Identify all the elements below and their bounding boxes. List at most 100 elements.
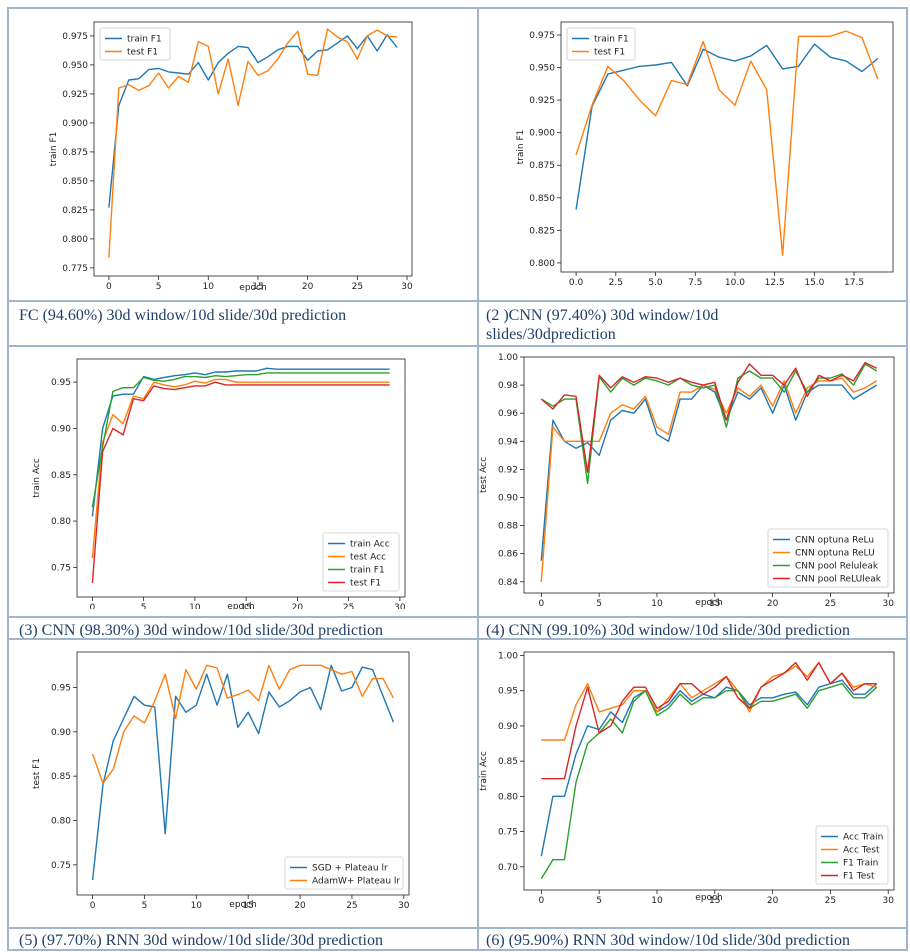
x-tick-label: 5 bbox=[156, 282, 162, 292]
legend-label: train Acc bbox=[350, 540, 390, 550]
grid-divider-h5 bbox=[9, 927, 906, 929]
chart-2-cnn: 0.0 2.5 5.0 7.5 10.0 12.5 15.0 17.5 0.800 0.825 0.… bbox=[479, 10, 904, 295]
x-tick-label: 15 bbox=[240, 603, 251, 609]
x-tick-label: 5 bbox=[596, 896, 602, 906]
y-tick-label: 0.90 bbox=[498, 493, 518, 503]
x-tick-label: 10 bbox=[651, 599, 663, 609]
series-line-1 bbox=[91, 367, 390, 517]
series-line-1 bbox=[575, 43, 879, 210]
y-tick-label: 0.88 bbox=[498, 522, 518, 532]
y-tick-label: 0.975 bbox=[62, 32, 88, 42]
caption-5: (5) (97.70%) RNN 30d window/10d slide/30… bbox=[19, 932, 383, 949]
x-tick-label: 12.5 bbox=[765, 278, 785, 288]
x-axis-label: epoch bbox=[227, 602, 254, 609]
grid-divider-vertical bbox=[477, 9, 479, 949]
x-tick-label: 25 bbox=[825, 896, 836, 906]
x-axis-label: epoch bbox=[239, 283, 266, 293]
legend-label: CNN pool Reluleak bbox=[795, 562, 879, 572]
x-tick-label: 5 bbox=[596, 599, 602, 609]
y-tick-label: 0.90 bbox=[51, 424, 71, 434]
y-tick-label: 0.84 bbox=[498, 578, 518, 588]
y-tick-label: 0.96 bbox=[498, 409, 518, 419]
y-tick-label: 0.95 bbox=[498, 687, 518, 697]
x-tick-label: 25 bbox=[352, 282, 363, 292]
x-tick-label: 30 bbox=[398, 901, 410, 911]
series-line-2 bbox=[91, 664, 395, 785]
x-tick-label: 25 bbox=[825, 599, 836, 609]
y-tick-label: 0.98 bbox=[498, 381, 518, 391]
y-tick-label: 0.86 bbox=[498, 550, 518, 560]
series-line-1 bbox=[91, 664, 395, 880]
y-tick-label: 0.800 bbox=[62, 235, 88, 245]
chart-4-cnn: 0 5 10 15 20 25 30 0.84 0.86 0.88 0.90 0.92 0.94 0.96… bbox=[479, 347, 904, 609]
plot-frame bbox=[93, 21, 413, 277]
legend: train F1 test F1 bbox=[99, 27, 171, 61]
y-tick-label: 0.850 bbox=[62, 177, 88, 187]
caption-4: (4) CNN (99.10%) 30d window/10d slide/30… bbox=[486, 622, 850, 639]
legend-label: F1 Test bbox=[843, 872, 875, 882]
x-tick-label: 0 bbox=[90, 901, 96, 911]
x-tick-label: 20 bbox=[292, 603, 304, 609]
series-line-2 bbox=[108, 28, 398, 258]
y-tick-label: 0.950 bbox=[62, 61, 88, 71]
plot-frame bbox=[523, 651, 895, 891]
x-tick-label: 30 bbox=[882, 599, 894, 609]
x-tick-label: 20 bbox=[767, 599, 779, 609]
legend-label: test Acc bbox=[350, 553, 386, 563]
x-axis-label: epoch bbox=[229, 900, 256, 910]
x-tick-label: 20 bbox=[294, 901, 306, 911]
x-tick-label: 15 bbox=[252, 282, 263, 292]
x-axis-label: epoch bbox=[695, 598, 722, 608]
y-tick-label: 0.80 bbox=[498, 792, 518, 802]
y-axis-label: test Acc bbox=[479, 457, 489, 493]
legend-label: SGD + Plateau lr bbox=[312, 864, 388, 874]
plot-frame bbox=[76, 651, 410, 896]
x-tick-label: 10 bbox=[651, 896, 663, 906]
x-tick-label: 5 bbox=[141, 603, 147, 609]
series-line-1 bbox=[540, 384, 878, 561]
legend-label: test F1 bbox=[594, 48, 625, 58]
x-tick-label: 25 bbox=[346, 901, 357, 911]
y-tick-label: 0.850 bbox=[529, 194, 555, 204]
x-tick-label: 17.5 bbox=[844, 278, 864, 288]
x-tick-label: 0 bbox=[106, 282, 112, 292]
legend-label: AdamW+ Plateau lr bbox=[312, 877, 400, 887]
y-tick-label: 0.95 bbox=[51, 683, 71, 693]
legend: SGD + Plateau lr AdamW+ Plateau lr bbox=[284, 856, 404, 890]
caption-6: (6) (95.90%) RNN 30d window/10d slide/30… bbox=[486, 932, 850, 949]
y-tick-label: 0.825 bbox=[62, 206, 88, 216]
caption-3: (3) CNN (98.30%) 30d window/10d slide/30… bbox=[19, 622, 383, 639]
x-tick-label: 0.0 bbox=[569, 278, 584, 288]
grid-divider-h1 bbox=[9, 300, 906, 302]
caption-2-line2: slides/30dprediction bbox=[486, 326, 616, 343]
y-tick-label: 1.00 bbox=[498, 353, 518, 363]
series-line-3 bbox=[540, 363, 878, 485]
series-line-2 bbox=[91, 378, 390, 559]
y-tick-label: 0.925 bbox=[62, 90, 88, 100]
y-tick-label: 0.900 bbox=[529, 129, 555, 139]
x-tick-label: 5 bbox=[142, 901, 148, 911]
chart-5-rnn: 0 5 10 15 20 25 30 0.75 0.80 0.85 0.90 0.95 epoch tes… bbox=[10, 640, 468, 920]
legend-label: Acc Train bbox=[843, 833, 883, 843]
y-axis-label: train F1 bbox=[49, 132, 59, 167]
legend: train F1 test F1 bbox=[566, 27, 636, 61]
y-tick-label: 1.00 bbox=[498, 652, 518, 662]
grid-divider-h4 bbox=[9, 638, 906, 640]
legend: Acc Train Acc Test F1 Train F1 Test bbox=[815, 825, 889, 885]
legend-box bbox=[767, 528, 889, 588]
y-axis-label: train F1 bbox=[516, 130, 526, 165]
y-tick-label: 0.75 bbox=[498, 828, 518, 838]
y-axis-label: test F1 bbox=[32, 758, 42, 789]
y-tick-label: 0.85 bbox=[498, 757, 518, 767]
figure-grid bbox=[7, 7, 908, 951]
y-tick-label: 0.95 bbox=[51, 378, 71, 388]
x-axis-label: epoch bbox=[695, 893, 722, 903]
series-line-2 bbox=[575, 30, 879, 256]
chart-6-rnn: 0 5 10 15 20 25 30 0.70 0.75 0.80 0.85 0.90 0.95 1.00… bbox=[479, 640, 904, 920]
y-tick-label: 0.975 bbox=[529, 31, 555, 41]
chart-1-fc: 0 5 10 15 20 25 30 0.775 0.800 0.825 0.850 0.875 0.9… bbox=[10, 10, 468, 295]
x-tick-label: 7.5 bbox=[688, 278, 702, 288]
y-tick-label: 0.75 bbox=[51, 563, 71, 573]
y-tick-label: 0.80 bbox=[51, 517, 71, 527]
grid-divider-h3 bbox=[9, 616, 906, 618]
